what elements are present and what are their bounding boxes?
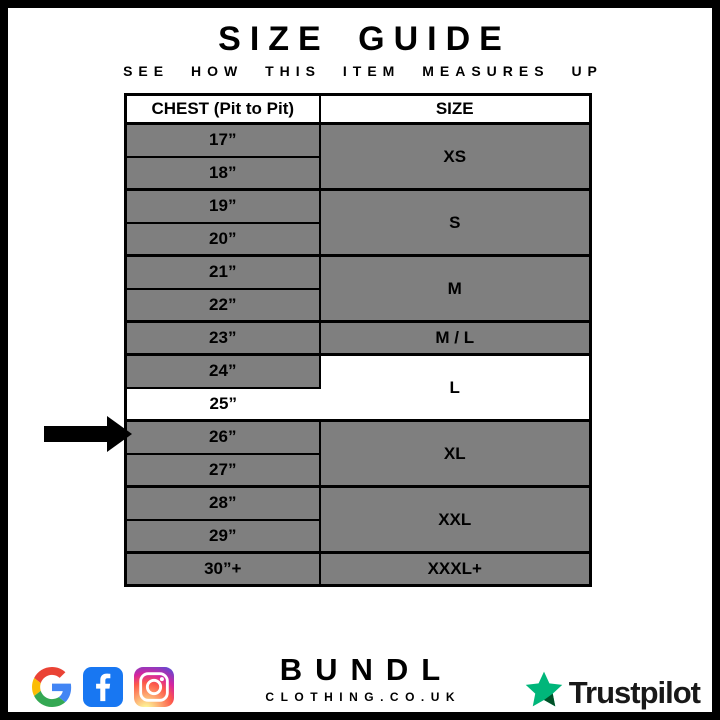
chest-cell: 22” [125, 287, 321, 322]
size-table-body: 17” XS 18” 19” S 20” 21” M 22” 23” M / L 24” L 25” 26”… [125, 122, 591, 586]
chest-cell: 19” [125, 188, 321, 223]
header-row: CHEST (Pit to Pit) SIZE [125, 94, 591, 125]
table-row: 24” L [125, 353, 591, 421]
size-table: CHEST (Pit to Pit) SIZE 17” XS 18” 19” S 20” 2… [124, 93, 592, 587]
trustpilot-logo: Trustpilot [524, 670, 701, 712]
size-cell: XS [319, 122, 591, 190]
table-row: 30”+ XXXL+ [125, 551, 591, 586]
size-cell: XXL [319, 485, 591, 553]
chest-cell: 29” [125, 518, 321, 553]
chest-cell: 18” [125, 155, 321, 190]
chest-cell: 26” [125, 419, 321, 454]
trustpilot-label: Trustpilot [568, 674, 701, 710]
table-row: 19” S [125, 188, 591, 256]
size-cell: L [319, 353, 591, 421]
brand-name: BUNDL [279, 652, 454, 687]
page-subtitle: SEE HOW THIS ITEM MEASURES UP [123, 63, 603, 79]
chest-cell: 20” [125, 221, 321, 256]
chest-cell: 23” [125, 320, 321, 355]
size-cell: M [319, 254, 591, 322]
chest-cell: 30”+ [125, 551, 321, 586]
table-row: 27” [125, 452, 591, 487]
chest-cell: 25” [125, 386, 320, 421]
social-icons [32, 667, 174, 707]
size-table-container: CHEST (Pit to Pit) SIZE 17” XS 18” 19” S 20” 2… [124, 93, 592, 587]
chest-cell: 27” [125, 452, 321, 487]
table-row: 21” M [125, 254, 591, 322]
size-column-header: SIZE [319, 94, 591, 125]
size-cell: XXXL+ [319, 551, 591, 586]
google-icon [32, 667, 72, 707]
brand-logo: BUNDL CLOTHING.CO.UK [8, 652, 712, 704]
table-row: 28” XXL [125, 485, 591, 553]
highlight-arrow-icon [44, 416, 132, 452]
facebook-icon [83, 667, 123, 707]
table-row: 29” [125, 518, 591, 553]
instagram-icon [134, 667, 174, 707]
chest-cell: 17” [125, 122, 321, 157]
size-cell: XL [319, 419, 591, 487]
trustpilot-star-icon [524, 670, 564, 712]
brand-domain: CLOTHING.CO.UK [265, 689, 462, 704]
table-row: 18” [125, 155, 591, 190]
chest-cell: 28” [125, 485, 321, 520]
chest-cell: 24” [125, 353, 321, 388]
table-row: 26” XL [125, 419, 591, 487]
table-row: 22” [125, 287, 591, 322]
table-row: 17” XS [125, 122, 591, 190]
table-row: 23” M / L [125, 320, 591, 355]
size-cell: S [319, 188, 591, 256]
chest-cell: 21” [125, 254, 321, 289]
table-row: 25” [125, 386, 591, 421]
chest-column-header: CHEST (Pit to Pit) [125, 94, 321, 125]
size-cell: M / L [319, 320, 591, 355]
table-row: 20” [125, 221, 591, 256]
page-title: SIZE GUIDE [218, 20, 511, 58]
